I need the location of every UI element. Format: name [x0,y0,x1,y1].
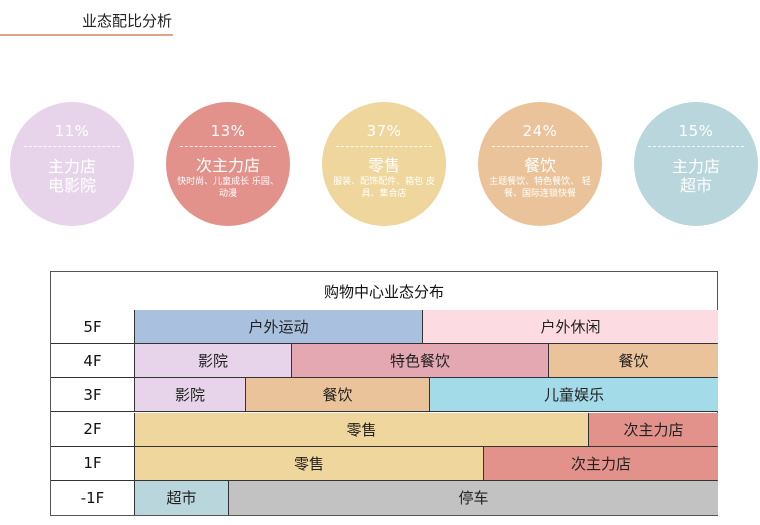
category-examples: 快时尚、儿童成长 乐园、动漫 [177,177,279,199]
title-underline [0,34,173,36]
tenant-zone: 户外休闲 [423,310,718,344]
floor-distribution-table: 购物中心业态分布 5F 户外运动 户外休闲 4F 影院 特色餐饮 餐饮 3F 影院 餐饮 儿童娱乐 2… [50,271,718,516]
category-name-line2: 超市 [679,176,712,195]
floor-label: 2F [51,412,135,446]
category-name: 主力店 电影院 [10,157,134,195]
floor-row: 2F 零售 次主力店 [51,412,718,447]
category-circle: 24% 餐饮 主题餐饮、特色餐饮、 轻餐、国际连锁快餐 [478,102,602,226]
category-examples: 服装、配饰配件、箱包 皮具、集合店 [333,177,435,199]
category-circle: 11% 主力店 电影院 [10,102,134,226]
category-name-line2: 电影院 [47,176,96,195]
category-ratio-circles: 11% 主力店 电影院 13% 次主力店 快时尚、儿童成长 乐园、动漫 37% 零… [0,102,760,227]
category-circle: 13% 次主力店 快时尚、儿童成长 乐园、动漫 [166,102,290,226]
tenant-zone: 影院 [135,344,292,378]
tenant-zone: 儿童娱乐 [430,378,718,412]
category-circle: 37% 零售 服装、配饰配件、箱包 皮具、集合店 [322,102,446,226]
floor-label: 1F [51,446,135,480]
dashed-divider [24,146,120,147]
dashed-divider [180,146,276,147]
category-name: 次主力店 [166,156,290,175]
category-percent: 37% [366,122,402,140]
floor-row: 5F 户外运动 户外休闲 [51,310,718,345]
tenant-zone: 零售 [135,446,484,480]
section-title: 业态配比分析 [82,12,173,30]
floor-row: 4F 影院 特色餐饮 餐饮 [51,344,718,379]
tenant-zone: 餐饮 [549,344,718,378]
floor-row: -1F 超市 停车 [51,480,718,515]
category-name-line1: 次主力店 [195,156,260,175]
category-percent: 24% [522,122,558,140]
tenant-zone: 次主力店 [484,446,718,480]
tenant-zone: 超市 [135,480,229,515]
category-name-line1: 主力店 [47,157,96,176]
floor-row: 3F 影院 餐饮 儿童娱乐 [51,378,718,413]
category-percent: 11% [54,122,90,140]
category-name-line1: 零售 [367,156,400,175]
category-name: 餐饮 [478,156,602,175]
dashed-divider [648,146,744,147]
floor-label: 3F [51,378,135,412]
category-name-line1: 餐饮 [523,156,556,175]
dashed-divider [336,146,432,147]
tenant-zone: 影院 [135,378,246,412]
category-circle: 15% 主力店 超市 [634,102,758,226]
tenant-zone: 特色餐饮 [292,344,549,378]
category-percent: 13% [210,122,246,140]
floor-label: 5F [51,310,135,344]
tenant-zone: 户外运动 [135,310,423,344]
tenant-zone: 餐饮 [246,378,430,412]
category-name: 主力店 超市 [634,157,758,195]
category-examples: 主题餐饮、特色餐饮、 轻餐、国际连锁快餐 [489,177,591,199]
category-name: 零售 [322,156,446,175]
category-percent: 15% [678,122,714,140]
floor-label: 4F [51,344,135,378]
dashed-divider [492,146,588,147]
tenant-zone: 零售 [135,412,589,446]
category-name-line1: 主力店 [671,157,720,176]
table-title: 购物中心业态分布 [51,272,717,311]
floor-row: 1F 零售 次主力店 [51,446,718,481]
tenant-zone: 停车 [229,480,718,515]
floor-label: -1F [51,480,135,515]
tenant-zone: 次主力店 [589,412,718,446]
